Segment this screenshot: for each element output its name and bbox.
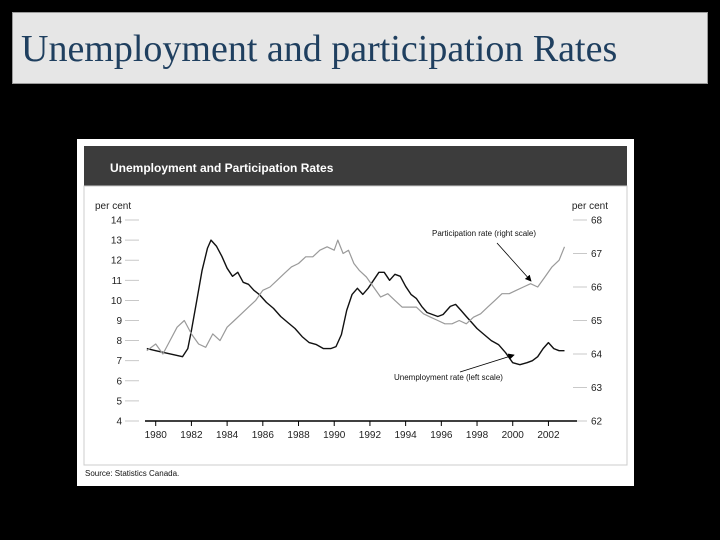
slide-title-box: Unemployment and participation Rates	[12, 12, 708, 84]
plot-panel	[83, 185, 628, 466]
x-tick-label: 1994	[395, 430, 418, 441]
participation-rate-line	[146, 239, 566, 355]
participation-rate-arrow	[496, 242, 532, 282]
chart-title-bar	[84, 146, 627, 186]
left-tick-label: 6	[116, 376, 122, 387]
left-tick-label: 8	[116, 336, 122, 347]
right-tick-label: 68	[591, 216, 603, 227]
left-tick-label: 12	[111, 256, 123, 267]
chart-figure: Unemployment and Participation Rates per…	[77, 139, 634, 486]
x-tick-label: 1990	[323, 430, 346, 441]
left-tick-label: 14	[111, 216, 123, 227]
right-tick-label: 67	[591, 249, 603, 260]
right-tick-label: 66	[591, 283, 603, 294]
left-tick-label: 4	[116, 417, 122, 428]
left-tick-label: 10	[111, 296, 123, 307]
left-tick-label: 11	[112, 276, 123, 287]
x-tick-label: 1992	[359, 430, 382, 441]
chart: Unemployment and Participation Rates per…	[83, 146, 628, 478]
right-tick-label: 63	[591, 383, 603, 394]
left-axis: 4 5 6 7 8 9 10 11 12 13 14	[111, 216, 139, 428]
unemployment-rate-annotation: Unemployment rate (left scale)	[394, 373, 503, 382]
chart-title: Unemployment and Participation Rates	[110, 161, 334, 175]
right-tick-label: 62	[591, 417, 603, 428]
x-tick-label: 1986	[252, 430, 275, 441]
left-tick-label: 7	[116, 356, 122, 367]
x-tick-label: 1984	[216, 430, 239, 441]
right-tick-label: 65	[591, 316, 603, 327]
left-tick-label: 9	[116, 316, 122, 327]
x-tick-label: 1996	[430, 430, 453, 441]
x-tick-label: 2002	[537, 430, 560, 441]
unemployment-rate-line	[146, 239, 565, 366]
slide-title: Unemployment and participation Rates	[21, 28, 618, 70]
x-tick-label: 1980	[145, 430, 168, 441]
x-tick-label: 2000	[502, 430, 525, 441]
right-tick-label: 64	[591, 350, 603, 361]
participation-rate-annotation: Participation rate (right scale)	[432, 229, 536, 238]
unemployment-rate-arrow	[459, 353, 515, 373]
chart-source: Source: Statistics Canada.	[85, 469, 179, 478]
right-axis-label: per cent	[572, 201, 608, 212]
annotation-layer: Participation rate (right scale) Unemplo…	[394, 229, 536, 382]
x-axis: 1980 1982 1984 1986 1988 1990 1992 1994 1996 1998…	[145, 421, 560, 441]
x-tick-label: 1982	[180, 430, 203, 441]
left-tick-label: 5	[116, 396, 122, 407]
left-axis-label: per cent	[95, 201, 131, 212]
x-tick-label: 1998	[466, 430, 489, 441]
left-tick-label: 13	[111, 236, 123, 247]
right-axis: 62 63 64 65 66 67 68	[573, 216, 603, 428]
x-tick-label: 1988	[287, 430, 310, 441]
series-layer	[146, 239, 566, 366]
